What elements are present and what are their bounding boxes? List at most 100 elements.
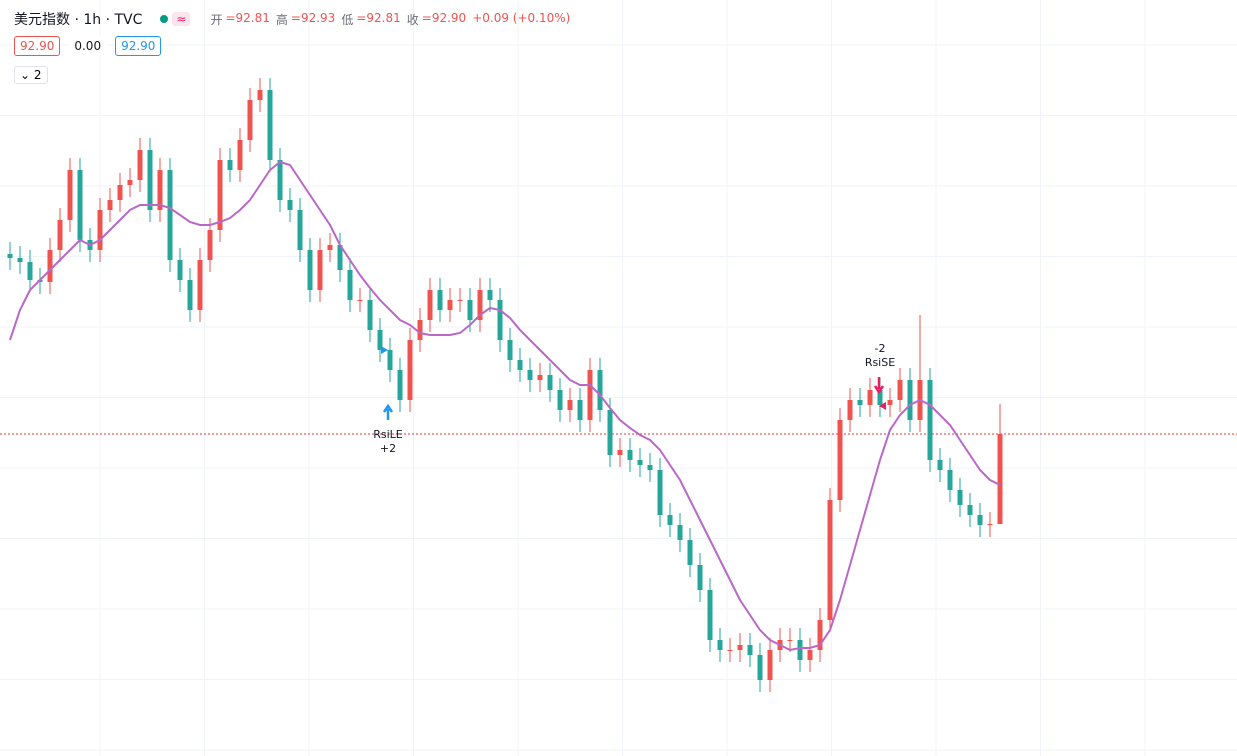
candle-body xyxy=(197,260,203,310)
candle-body xyxy=(137,150,143,180)
candle-body xyxy=(147,150,153,210)
candle-body xyxy=(327,245,333,250)
candle-body xyxy=(537,375,543,380)
candle-body xyxy=(987,524,993,525)
candle-body xyxy=(697,565,703,590)
candle-body xyxy=(297,210,303,250)
candle-body xyxy=(997,434,1003,524)
candle-body xyxy=(97,210,103,250)
candle-body xyxy=(607,410,613,455)
signal-marker xyxy=(879,402,886,410)
candle-body xyxy=(497,300,503,340)
candle-body xyxy=(587,370,593,420)
candle-body xyxy=(967,505,973,515)
collapse-button[interactable]: ⌄ 2 xyxy=(14,66,48,84)
symbol-title[interactable]: 美元指数 · 1h · TVC xyxy=(14,12,143,28)
candle-body xyxy=(977,515,983,525)
signal-label: RsiLE xyxy=(373,428,403,441)
badges: 92.90 0.00 92.90 xyxy=(14,36,169,56)
candle-body xyxy=(287,200,293,210)
candle-body xyxy=(767,650,773,680)
candle-body xyxy=(457,300,463,301)
candle-body xyxy=(307,250,313,290)
candle-body xyxy=(687,540,693,565)
candle-body xyxy=(657,470,663,515)
legend-change: +0.09 (+0.10%) xyxy=(472,10,571,25)
candle-body xyxy=(577,400,583,420)
candle-body xyxy=(487,290,493,300)
candle-body xyxy=(337,245,343,270)
candle-body xyxy=(447,300,453,310)
candle-body xyxy=(437,290,443,310)
candle-body xyxy=(207,230,213,260)
candle-body xyxy=(887,400,893,405)
candle-body xyxy=(757,655,763,680)
candle-body xyxy=(257,90,263,100)
candle-body xyxy=(547,375,553,390)
signal-arrow xyxy=(382,403,394,420)
candle-body xyxy=(127,180,133,185)
candle-body xyxy=(507,340,513,360)
signal-amount: +2 xyxy=(380,442,396,455)
header: 美元指数 · 1h · TVC ≈ 开 =92.81 高 =92.93 低 =92.81 收… xyxy=(14,9,576,29)
candle-body xyxy=(637,460,643,465)
legend-value: =92.81 xyxy=(225,10,270,25)
candle-body xyxy=(367,300,373,330)
legend-value: =92.93 xyxy=(290,10,336,25)
candle-body xyxy=(727,650,733,651)
candle-body xyxy=(67,170,73,220)
candle-body xyxy=(277,160,283,200)
candle-body xyxy=(847,400,853,420)
candle-body xyxy=(467,300,473,320)
candle-body xyxy=(897,380,903,400)
candle-body xyxy=(397,370,403,400)
candle-body xyxy=(377,330,383,350)
moving-average xyxy=(9,160,1001,652)
candle-body xyxy=(247,100,253,140)
signal-amount: -2 xyxy=(875,342,886,355)
candle-body xyxy=(157,170,163,210)
candle-body xyxy=(107,200,113,210)
candle-body xyxy=(737,645,743,650)
candle-body xyxy=(27,262,33,280)
candle-body xyxy=(217,160,223,230)
legend-label: 收 xyxy=(406,12,419,27)
candle-body xyxy=(827,500,833,620)
legend-label: 低 xyxy=(341,12,354,27)
candle-body xyxy=(187,280,193,310)
candle-body xyxy=(267,90,273,160)
signal-marker xyxy=(381,346,388,354)
candle-body xyxy=(597,370,603,410)
price-badge: 92.90 xyxy=(115,36,162,56)
candle-body xyxy=(177,260,183,280)
candle-body xyxy=(227,160,233,170)
candle-body xyxy=(717,640,723,650)
candle-body xyxy=(837,420,843,500)
candle-body xyxy=(57,220,63,250)
candle-body xyxy=(527,370,533,380)
candle-body xyxy=(317,250,323,290)
candle-body xyxy=(237,140,243,170)
candle-body xyxy=(347,270,353,300)
status-icon[interactable]: ≈ xyxy=(172,12,191,26)
candle-body xyxy=(817,620,823,650)
candle-body xyxy=(677,525,683,540)
status-dot xyxy=(160,15,169,23)
candle-body xyxy=(947,470,953,490)
candle-body xyxy=(17,258,23,262)
candle-body xyxy=(567,400,573,410)
candle-body xyxy=(427,290,433,320)
candle-body xyxy=(927,380,933,460)
candle-body xyxy=(557,390,563,410)
candle-body xyxy=(807,650,813,660)
signal-label: RsiSE xyxy=(865,356,895,369)
candle-body xyxy=(667,515,673,525)
candle-body xyxy=(787,640,793,641)
candle-body xyxy=(167,170,173,260)
candle-body xyxy=(387,350,393,370)
candle-body xyxy=(647,465,653,470)
candle-body xyxy=(937,460,943,470)
candle-body xyxy=(77,170,83,240)
legend-label: 开 xyxy=(210,12,223,27)
